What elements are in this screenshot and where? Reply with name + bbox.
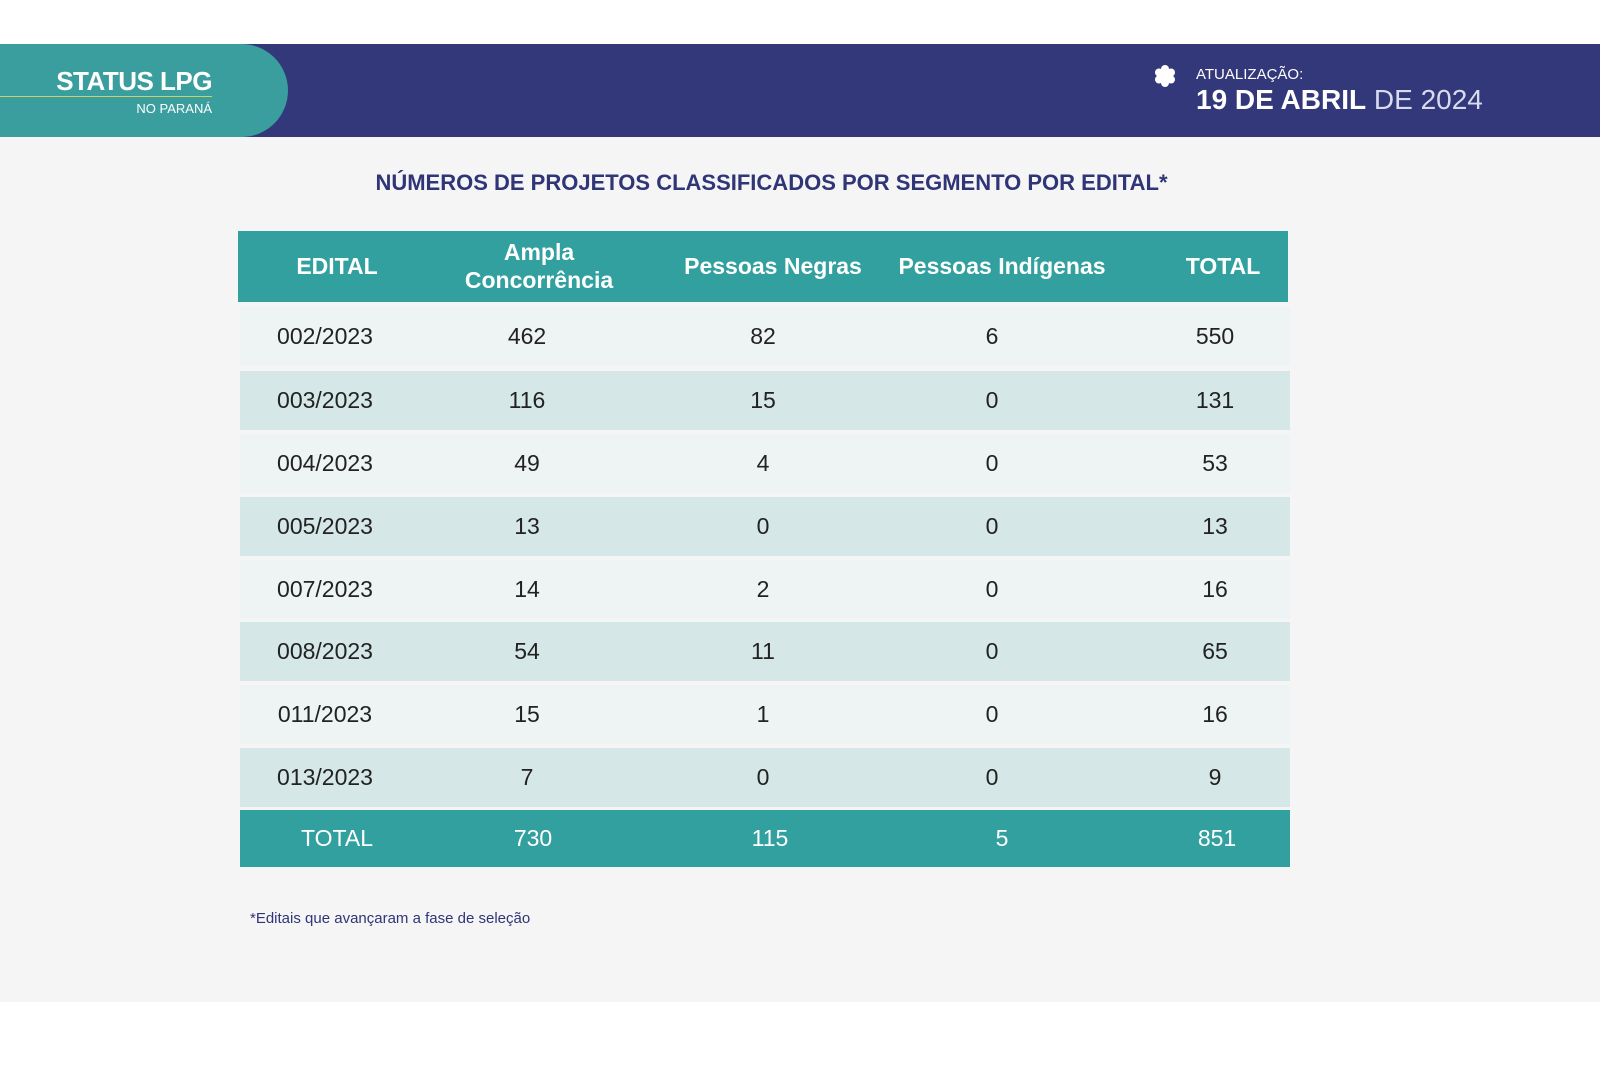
table-cell: 002/2023 xyxy=(277,323,373,349)
table-row xyxy=(240,685,1290,744)
table-cell: 7 xyxy=(520,764,534,790)
table-cell: 0 xyxy=(985,638,999,664)
table-cell: 0 xyxy=(985,764,999,790)
table-cell: 005/2023 xyxy=(277,513,373,539)
table-cell: 0 xyxy=(756,764,770,790)
table-cell: 0 xyxy=(985,576,999,602)
table-row xyxy=(240,434,1290,493)
header-row xyxy=(238,231,1288,302)
column-header: Pessoas Negras xyxy=(684,252,862,279)
table-cell: 15 xyxy=(750,387,776,413)
table-cell: 0 xyxy=(756,513,770,539)
table-cell: 15 xyxy=(514,701,540,727)
table-cell: 116 xyxy=(508,387,546,413)
table-row xyxy=(240,560,1290,619)
table-cell: 0 xyxy=(985,701,999,727)
table-cell: 1 xyxy=(756,701,770,727)
table-cell: 013/2023 xyxy=(277,764,373,790)
table-cell: 49 xyxy=(514,450,540,476)
column-header: Pessoas Indígenas xyxy=(898,252,1106,279)
date-bold: 19 DE ABRIL xyxy=(1196,84,1367,115)
date-light: DE 2024 xyxy=(1373,84,1483,115)
table-cell: 82 xyxy=(750,323,776,349)
table-row xyxy=(240,497,1290,556)
table-row xyxy=(240,371,1290,430)
brand-rule xyxy=(0,96,212,97)
brand-pill: STATUS LPG NO PARANÁ xyxy=(0,44,288,137)
subbrand: NO PARANÁ xyxy=(136,101,212,116)
table-cell: 004/2023 xyxy=(277,450,373,476)
table-cell: 131 xyxy=(1195,387,1235,413)
table-cell: 54 xyxy=(514,638,540,664)
table-cell: 11 xyxy=(751,638,775,664)
table-cell: 550 xyxy=(1195,323,1235,349)
total-cell: 730 xyxy=(513,825,553,851)
table-cell: 14 xyxy=(514,576,540,602)
total-cell: TOTAL xyxy=(301,825,373,851)
table-row xyxy=(240,307,1290,366)
table-row xyxy=(240,748,1290,807)
column-header: EDITAL xyxy=(296,252,378,279)
update-label: ATUALIZAÇÃO: xyxy=(1196,66,1304,83)
table-cell: 0 xyxy=(985,450,999,476)
table-cell: 003/2023 xyxy=(277,387,373,413)
table-row xyxy=(240,622,1290,681)
table-cell: 13 xyxy=(1202,513,1228,539)
brand: STATUS LPG xyxy=(56,66,212,96)
table-cell: 53 xyxy=(1202,450,1228,476)
title: NÚMEROS DE PROJETOS CLASSIFICADOS POR SE… xyxy=(375,170,1168,195)
table-cell: 007/2023 xyxy=(277,576,373,602)
column-header: Ampla Concorrência xyxy=(464,238,614,293)
table-cell: 0 xyxy=(985,387,999,413)
table-cell: 0 xyxy=(985,513,999,539)
table-cell: 6 xyxy=(985,323,999,349)
table-cell: 4 xyxy=(756,450,770,476)
table-cell: 16 xyxy=(1202,701,1228,727)
update-date: 19 DE ABRIL DE 2024 xyxy=(1196,84,1483,116)
total-cell: 115 xyxy=(751,825,789,851)
table-cell: 65 xyxy=(1202,638,1228,664)
table-cell: 9 xyxy=(1208,764,1222,790)
footnote: *Editais que avançaram a fase de seleção xyxy=(250,910,531,927)
table-cell: 16 xyxy=(1202,576,1228,602)
table-cell: 13 xyxy=(514,513,540,539)
table-cell: 008/2023 xyxy=(277,638,373,664)
total-cell: 5 xyxy=(995,825,1009,851)
update-icon xyxy=(1155,65,1175,87)
total-cell: 851 xyxy=(1197,825,1237,851)
table-cell: 462 xyxy=(507,323,547,349)
table-cell: 2 xyxy=(756,576,770,602)
total-row xyxy=(240,810,1290,867)
column-header: TOTAL xyxy=(1185,252,1261,279)
table-cell: 011/2023 xyxy=(277,701,373,727)
